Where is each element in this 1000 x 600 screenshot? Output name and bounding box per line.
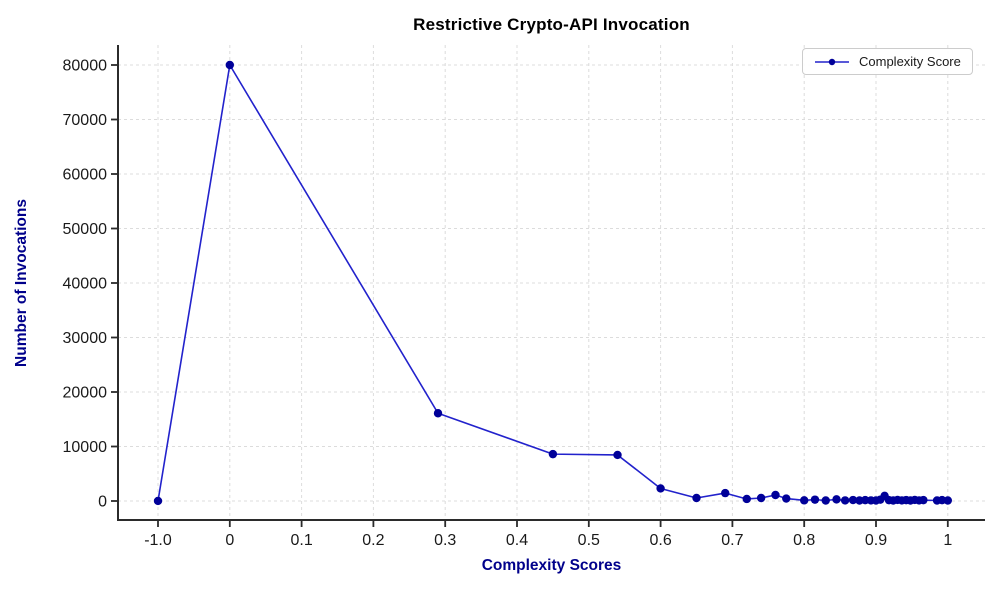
x-tick-label: 0.6 (649, 532, 671, 549)
x-axis-label: Complexity Scores (481, 557, 622, 574)
x-tick-label: 0.3 (434, 532, 456, 549)
y-tick-label: 10000 (63, 439, 108, 456)
data-point (656, 484, 665, 493)
y-tick-label: 70000 (63, 112, 108, 129)
data-point (548, 449, 558, 459)
data-point (433, 409, 443, 418)
y-tick-label: 80000 (63, 58, 108, 75)
data-point (943, 496, 952, 505)
data-point (692, 493, 701, 503)
x-tick-label: 0.8 (793, 532, 815, 549)
data-point (613, 450, 622, 460)
x-tick-label: 0.9 (865, 532, 887, 549)
y-axis-label: Number of Invocations (13, 199, 30, 367)
data-point (225, 60, 234, 70)
y-tick-label: 0 (98, 494, 107, 511)
data-point (153, 496, 163, 506)
data-point (782, 494, 791, 503)
data-point (810, 495, 820, 504)
x-tick-label: 0.1 (290, 532, 312, 549)
legend-line-marker-icon (815, 58, 849, 65)
x-tick-label: 0.5 (578, 532, 600, 549)
data-point (821, 496, 830, 505)
y-tick-label: 50000 (63, 221, 108, 238)
chart-title: Restrictive Crypto-API Invocation (413, 15, 690, 34)
y-tick-label: 60000 (63, 167, 108, 184)
data-point (742, 494, 751, 504)
x-tick-label: 0.4 (506, 532, 528, 549)
data-point (848, 495, 858, 505)
x-tick-label: -1.0 (144, 532, 172, 549)
y-tick-label: 40000 (63, 276, 108, 293)
y-tick-label: 30000 (63, 330, 108, 347)
x-tick-label: 1 (943, 532, 952, 549)
data-point (721, 488, 730, 498)
data-point (756, 493, 766, 503)
data-point (832, 495, 841, 504)
data-point (840, 496, 850, 505)
legend-label: Complexity Score (859, 54, 961, 69)
x-tick-label: 0 (225, 532, 234, 549)
data-point (771, 490, 780, 500)
x-tick-label: 0.2 (362, 532, 384, 549)
legend: Complexity Score (802, 48, 973, 75)
data-point (919, 495, 928, 505)
data-point (800, 496, 809, 505)
x-tick-label: 0.7 (721, 532, 743, 549)
y-tick-label: 20000 (63, 385, 108, 402)
